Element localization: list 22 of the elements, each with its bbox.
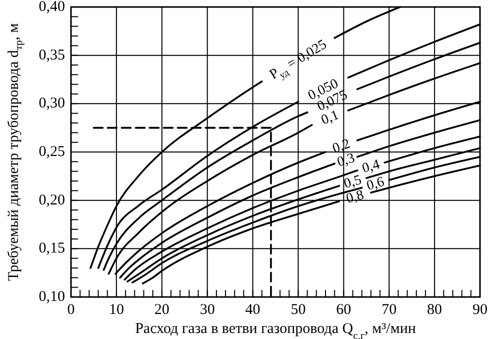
x-tick-label: 0 [67,302,75,318]
text: 0,4 [360,156,382,176]
x-tick-label: 30 [200,302,215,318]
y-tick-label: 0,30 [38,96,65,112]
y-tick-label: 0,35 [38,47,65,64]
text: 0,6 [365,174,386,194]
x-tick-label: 10 [108,302,124,318]
text: 0,3 [335,150,356,170]
text: 0,8 [344,187,366,206]
x-tick-label: 60 [336,302,352,318]
x-tick-label: 20 [154,302,170,318]
y-tick-label: 0,20 [38,192,65,208]
y-tick-label: 0,25 [38,144,65,160]
x-tick-label: 50 [290,302,306,318]
x-tick-label: 80 [427,302,442,318]
x-tick-label: 90 [472,302,488,318]
x-tick-label: 40 [245,302,260,318]
y-tick-label: 0,40 [38,0,65,15]
y-tick-label: 0,10 [38,289,65,305]
x-tick-label: 70 [382,302,397,318]
x-axis-title: Расход газа в ветви газопровода Q$_{с.г}$, м³/мин [135,321,416,339]
y-tick-label: 0,15 [38,240,65,257]
